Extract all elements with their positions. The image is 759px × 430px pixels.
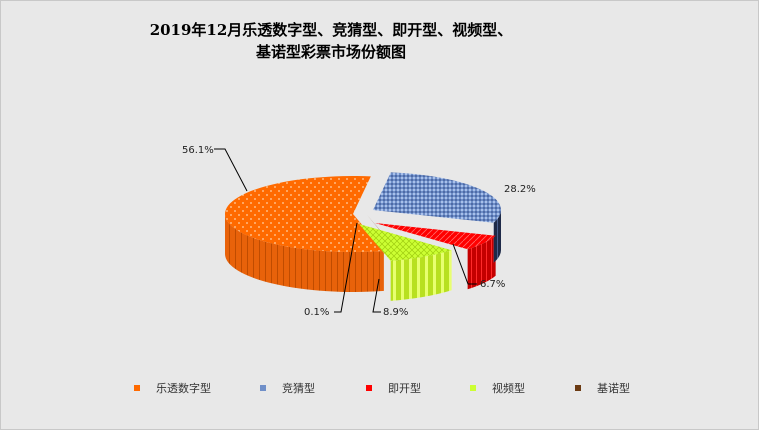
legend-swatch-sports-betting [260, 385, 266, 391]
data-label-instant: 6.7% [480, 279, 505, 290]
data-label-sports-betting: 28.2% [504, 184, 536, 195]
legend-item-sports-betting: 竞猜型 [260, 378, 315, 398]
data-label-lottery-numbers: 56.1% [182, 145, 214, 156]
legend-item-video: 视频型 [470, 378, 525, 398]
legend-swatch-keno [575, 385, 581, 391]
legend-label-instant: 即开型 [388, 382, 421, 395]
data-label-keno: 0.1% [304, 307, 329, 318]
pie-slice-side-video [390, 250, 452, 301]
legend-swatch-lottery-numbers [134, 385, 140, 391]
chart-title-line-2: 基诺型彩票市场份额图 [255, 43, 406, 61]
chart-title: 2019年12月乐透数字型、竞猜型、即开型、视频型、 基诺型彩票市场份额图 [111, 19, 551, 63]
chart-title-line-1: 2019年12月乐透数字型、竞猜型、即开型、视频型、 [149, 21, 513, 39]
pie-slice-side-sports-betting [493, 210, 501, 263]
legend-item-keno: 基诺型 [575, 378, 630, 398]
legend-item-instant: 即开型 [366, 378, 421, 398]
pie-slice-side-instant [467, 235, 496, 290]
legend-swatch-video [470, 385, 476, 391]
legend-swatch-instant [366, 385, 372, 391]
pie-slice-lottery-numbers [225, 176, 384, 252]
pie-slice-instant [375, 223, 496, 250]
leader-line-lottery-numbers [214, 148, 248, 192]
chart-legend: 乐透数字型 竞猜型 即开型 视频型 基诺型 [1, 378, 758, 398]
legend-item-lottery-numbers: 乐透数字型 [134, 378, 211, 398]
data-label-video: 8.9% [383, 307, 408, 318]
leader-line-keno [334, 222, 358, 313]
legend-label-video: 视频型 [492, 382, 525, 395]
legend-label-keno: 基诺型 [597, 382, 630, 395]
leader-line-video [372, 278, 381, 313]
pie-slice-sports-betting [373, 172, 501, 223]
leader-line-instant [452, 243, 477, 285]
pie-slice-video [359, 224, 452, 261]
legend-label-lottery-numbers: 乐透数字型 [156, 382, 211, 395]
legend-label-sports-betting: 竞猜型 [282, 382, 315, 395]
pie-slice-side-lottery-numbers [225, 214, 384, 292]
